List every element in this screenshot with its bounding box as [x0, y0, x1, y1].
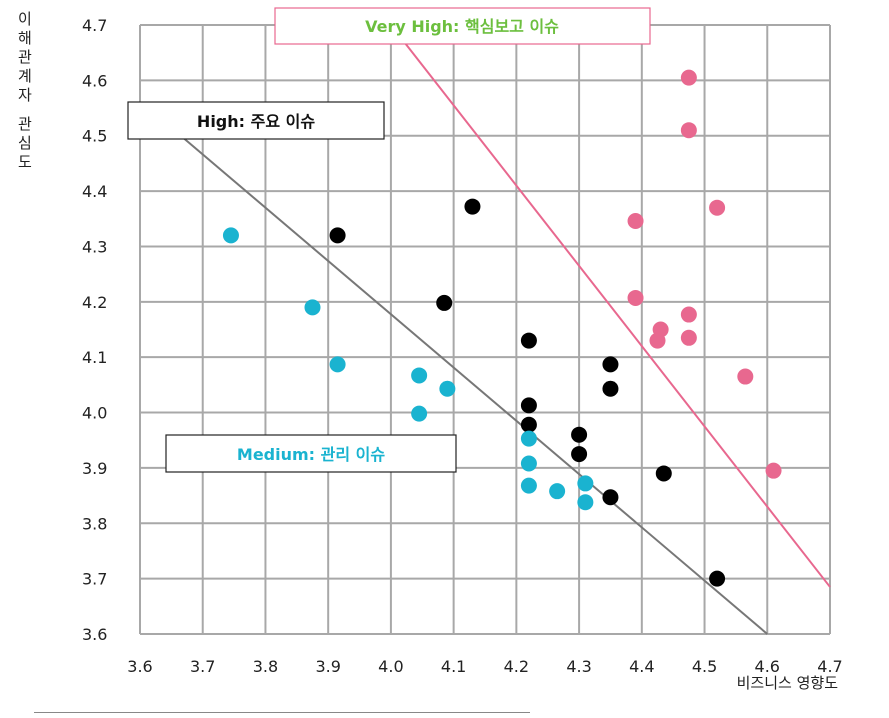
- y-tick-label: 4.4: [82, 182, 107, 201]
- footer-divider: [34, 712, 530, 713]
- y-tick-label: 3.6: [82, 625, 107, 644]
- data-point-series-2: [411, 405, 428, 422]
- data-point-series-0: [737, 368, 754, 385]
- data-point-series-1: [436, 294, 453, 311]
- data-point-series-0: [680, 69, 697, 86]
- y-tick-labels: 3.6 3.7 3.8 3.9 4.0 4.1 4.2 4.3 4.4 4.5 4.6 4.7: [82, 16, 107, 644]
- zone-label-very-high-text: Very High: 핵심보고 이슈: [365, 17, 559, 36]
- x-tick-label: 4.5: [692, 657, 717, 676]
- x-tick-label: 3.8: [253, 657, 278, 676]
- x-tick-labels: 3.6 3.7 3.8 3.9 4.0 4.1 4.2 4.3 4.4 4.5 4.6 4.7: [127, 657, 842, 676]
- trend-line-1: [180, 134, 768, 635]
- x-axis-label: 비즈니스 영향도: [737, 674, 839, 692]
- x-tick-label: 4.0: [378, 657, 403, 676]
- data-point-series-1: [602, 356, 619, 373]
- y-tick-label: 3.7: [82, 570, 107, 589]
- x-tick-label: 3.6: [127, 657, 152, 676]
- data-point-series-0: [627, 289, 644, 306]
- data-point-series-1: [329, 227, 346, 244]
- data-point-series-2: [549, 483, 566, 500]
- y-tick-label: 4.3: [82, 237, 107, 256]
- data-point-series-2: [439, 380, 456, 397]
- x-tick-label: 3.9: [315, 657, 340, 676]
- trend-line-0: [390, 24, 831, 588]
- zone-label-very-high: Very High: 핵심보고 이슈: [274, 7, 651, 45]
- data-point-series-0: [680, 306, 697, 323]
- x-tick-label: 3.7: [190, 657, 215, 676]
- data-point-series-1: [602, 489, 619, 506]
- y-tick-label: 4.0: [82, 404, 107, 423]
- x-tick-label: 4.4: [629, 657, 654, 676]
- data-point-series-2: [577, 475, 594, 492]
- y-tick-label: 4.5: [82, 127, 107, 146]
- data-point-series-2: [329, 356, 346, 373]
- y-tick-label: 4.1: [82, 348, 107, 367]
- x-tick-label: 4.6: [755, 657, 780, 676]
- data-point-series-0: [709, 199, 726, 216]
- data-point-series-1: [709, 570, 726, 587]
- y-tick-label: 3.8: [82, 514, 107, 533]
- data-point-series-2: [222, 227, 239, 244]
- data-point-series-1: [655, 465, 672, 482]
- zone-label-medium: Medium: 관리 이슈: [165, 434, 457, 473]
- data-point-series-0: [765, 462, 782, 479]
- zone-label-high: High: 주요 이슈: [127, 101, 385, 140]
- data-point-series-1: [571, 446, 588, 463]
- x-tick-label: 4.3: [566, 657, 591, 676]
- data-point-series-2: [304, 299, 321, 316]
- trend-lines: [180, 24, 831, 635]
- x-tick-label: 4.2: [504, 657, 529, 676]
- x-tick-label: 4.7: [817, 657, 842, 676]
- data-point-series-1: [571, 426, 588, 443]
- zone-label-medium-text: Medium: 관리 이슈: [237, 445, 385, 464]
- data-point-series-2: [411, 367, 428, 384]
- data-point-series-2: [520, 477, 537, 494]
- data-point-series-2: [577, 494, 594, 511]
- y-tick-label: 4.2: [82, 293, 107, 312]
- x-tick-label: 4.1: [441, 657, 466, 676]
- data-point-series-0: [627, 212, 644, 229]
- data-point-series-1: [520, 397, 537, 414]
- y-tick-label: 3.9: [82, 459, 107, 478]
- data-point-series-0: [680, 329, 697, 346]
- data-point-series-0: [680, 122, 697, 139]
- data-point-series-0: [649, 332, 666, 349]
- data-point-series-1: [602, 380, 619, 397]
- y-tick-label: 4.7: [82, 16, 107, 35]
- data-point-series-1: [464, 198, 481, 215]
- zone-label-high-text: High: 주요 이슈: [197, 112, 315, 131]
- y-tick-label: 4.6: [82, 71, 107, 90]
- data-point-series-2: [520, 455, 537, 472]
- data-point-series-1: [520, 416, 537, 433]
- data-point-series-1: [520, 332, 537, 349]
- data-point-series-2: [520, 430, 537, 447]
- data-points: [222, 69, 782, 587]
